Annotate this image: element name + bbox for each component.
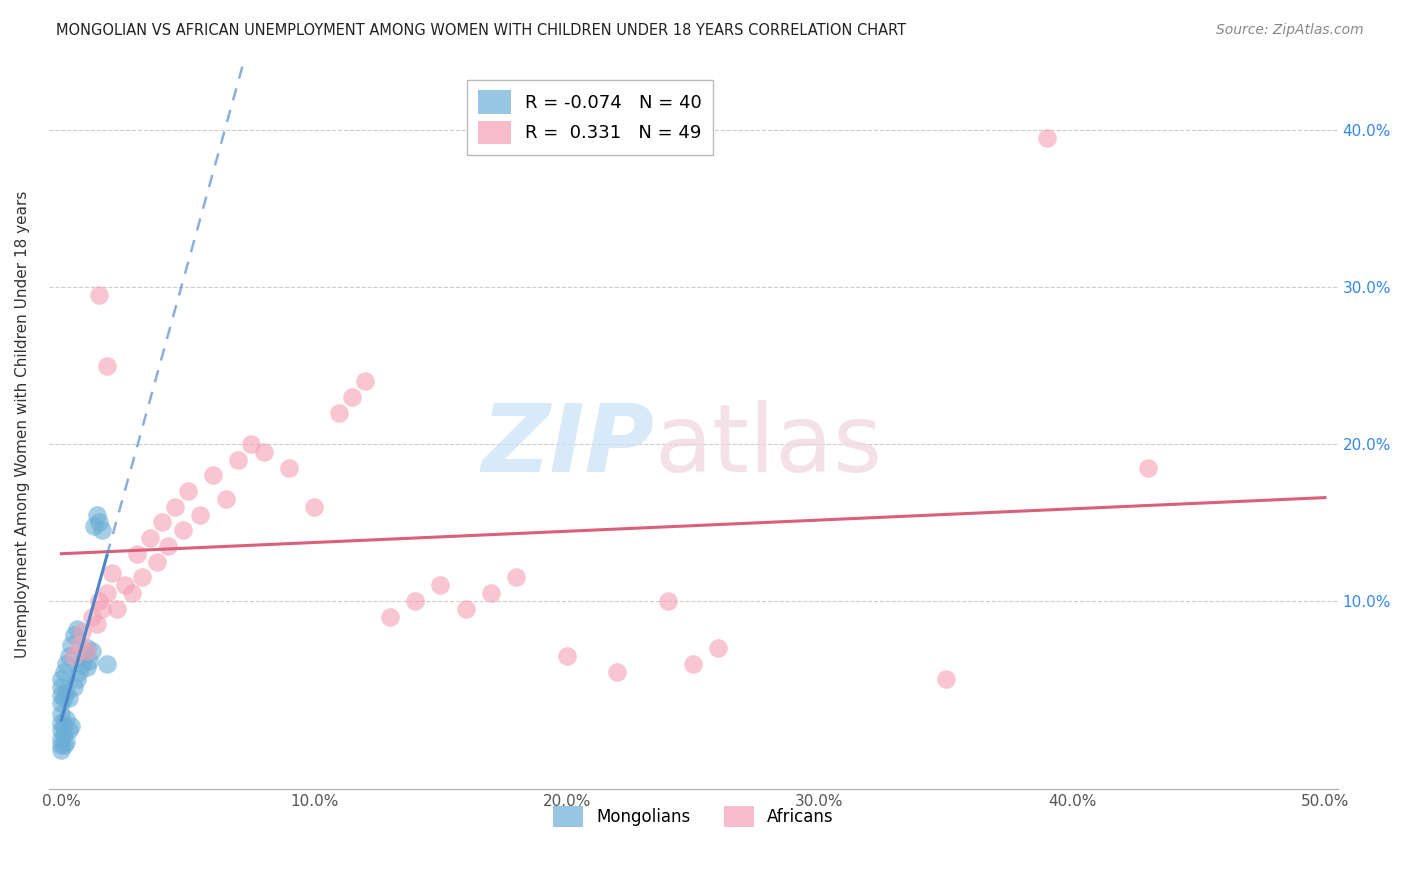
Text: MONGOLIAN VS AFRICAN UNEMPLOYMENT AMONG WOMEN WITH CHILDREN UNDER 18 YEARS CORRE: MONGOLIAN VS AFRICAN UNEMPLOYMENT AMONG … <box>56 23 907 38</box>
Text: Source: ZipAtlas.com: Source: ZipAtlas.com <box>1216 23 1364 37</box>
Point <box>454 601 477 615</box>
Point <box>65 622 87 636</box>
Point <box>101 566 124 580</box>
Point <box>172 524 194 538</box>
Point <box>96 586 118 600</box>
Point <box>76 644 98 658</box>
Point <box>51 673 73 687</box>
Point <box>51 680 73 694</box>
Point <box>127 547 149 561</box>
Point <box>55 735 77 749</box>
Point <box>60 719 83 733</box>
Point <box>76 640 98 655</box>
Point <box>67 665 90 679</box>
Point <box>1137 460 1160 475</box>
Point <box>55 657 77 671</box>
Point <box>105 601 128 615</box>
Point <box>73 648 96 663</box>
Point <box>70 657 93 671</box>
Point <box>51 716 73 731</box>
Point <box>70 625 93 640</box>
Point <box>89 594 111 608</box>
Point <box>177 484 200 499</box>
Point <box>51 688 73 702</box>
Point <box>90 524 112 538</box>
Point <box>682 657 704 671</box>
Point <box>80 644 103 658</box>
Point <box>1036 131 1059 145</box>
Point <box>67 638 90 652</box>
Point <box>60 638 83 652</box>
Point <box>328 406 350 420</box>
Point <box>55 712 77 726</box>
Point <box>52 665 75 679</box>
Point <box>55 685 77 699</box>
Point <box>65 673 87 687</box>
Point <box>51 731 73 746</box>
Point <box>89 288 111 302</box>
Point <box>606 665 628 679</box>
Point <box>156 539 179 553</box>
Point <box>80 609 103 624</box>
Point <box>86 617 108 632</box>
Point <box>77 654 100 668</box>
Point <box>139 531 162 545</box>
Point <box>252 445 274 459</box>
Point <box>202 468 225 483</box>
Point <box>190 508 212 522</box>
Point <box>96 359 118 373</box>
Point <box>226 452 249 467</box>
Point <box>479 586 502 600</box>
Point <box>555 648 578 663</box>
Point <box>340 390 363 404</box>
Point <box>707 640 730 655</box>
Point <box>51 696 73 710</box>
Point <box>404 594 426 608</box>
Point <box>429 578 451 592</box>
Point <box>96 657 118 671</box>
Point <box>58 691 80 706</box>
Point <box>277 460 299 475</box>
Point <box>302 500 325 514</box>
Point <box>52 727 75 741</box>
Point <box>52 691 75 706</box>
Point <box>51 739 73 753</box>
Point <box>51 743 73 757</box>
Point <box>378 609 401 624</box>
Point <box>51 723 73 737</box>
Point <box>58 648 80 663</box>
Point <box>52 739 75 753</box>
Text: ZIP: ZIP <box>482 401 655 492</box>
Legend: Mongolians, Africans: Mongolians, Africans <box>544 797 842 836</box>
Point <box>63 680 86 694</box>
Point <box>76 660 98 674</box>
Point <box>52 719 75 733</box>
Point <box>63 628 86 642</box>
Point <box>86 508 108 522</box>
Point <box>114 578 136 592</box>
Point <box>353 374 375 388</box>
Point <box>83 518 105 533</box>
Point <box>657 594 679 608</box>
Point <box>51 706 73 721</box>
Point <box>239 437 262 451</box>
Point <box>121 586 143 600</box>
Point <box>935 673 957 687</box>
Point <box>165 500 187 514</box>
Point <box>90 601 112 615</box>
Point <box>131 570 153 584</box>
Text: atlas: atlas <box>655 401 883 492</box>
Y-axis label: Unemployment Among Women with Children Under 18 years: Unemployment Among Women with Children U… <box>15 191 30 658</box>
Point <box>63 648 86 663</box>
Point <box>89 516 111 530</box>
Point <box>58 723 80 737</box>
Point <box>152 516 174 530</box>
Point <box>505 570 527 584</box>
Point <box>146 555 169 569</box>
Point <box>214 491 236 506</box>
